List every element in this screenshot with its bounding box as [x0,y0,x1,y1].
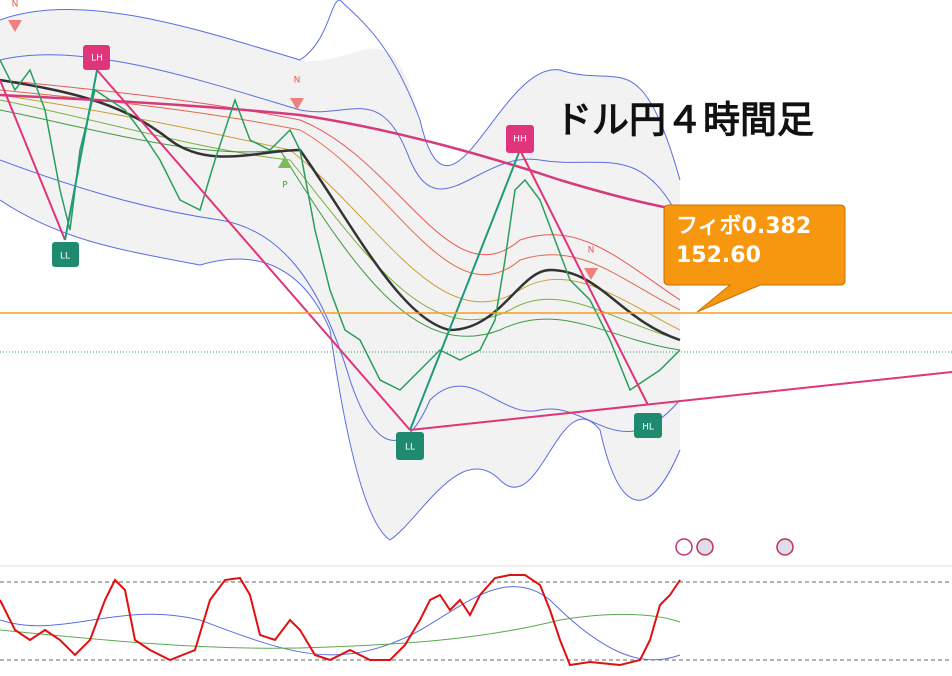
event-icon[interactable] [776,538,794,556]
ma-black [0,78,681,342]
trend-line [409,371,952,431]
pivot: LH [83,45,110,70]
callout [663,204,846,313]
signal: N [584,246,598,280]
osc-green [0,613,681,649]
pivot-label: LL [405,443,415,453]
zigzag [64,69,98,241]
zigzag [409,149,521,431]
event-icon[interactable] [696,538,714,556]
osc-blue [0,586,681,661]
band-line [0,159,681,441]
pivot-label: HL [642,423,654,433]
band-line [0,54,681,221]
signal-label: N [12,0,19,10]
pivot: LL [396,432,424,460]
pivot: HL [634,413,662,438]
pivot: HH [506,125,534,153]
signal-label: P [282,181,288,191]
zigzag [96,69,411,431]
event-icon[interactable] [675,538,693,556]
chart-title: ドル円４時間足 [555,99,814,142]
pivot-label: HH [513,135,527,145]
pivot: LL [52,242,79,267]
osc-red [0,574,681,667]
band-line [0,199,681,541]
zigzag [0,79,66,241]
signal-label: N [294,76,301,86]
signal-label: N [588,246,595,256]
signal: N [8,0,22,32]
signal: N [290,76,304,110]
zigzag [519,149,649,406]
band-line [0,0,681,181]
fib-label: フィボ0.382 [676,214,811,239]
price-line [0,59,681,392]
pivot-label: LL [60,252,70,262]
signal: P [278,156,292,191]
fib-price: 152.60 [676,243,761,268]
ma-long [0,93,681,212]
pivot-label: LH [91,54,103,64]
